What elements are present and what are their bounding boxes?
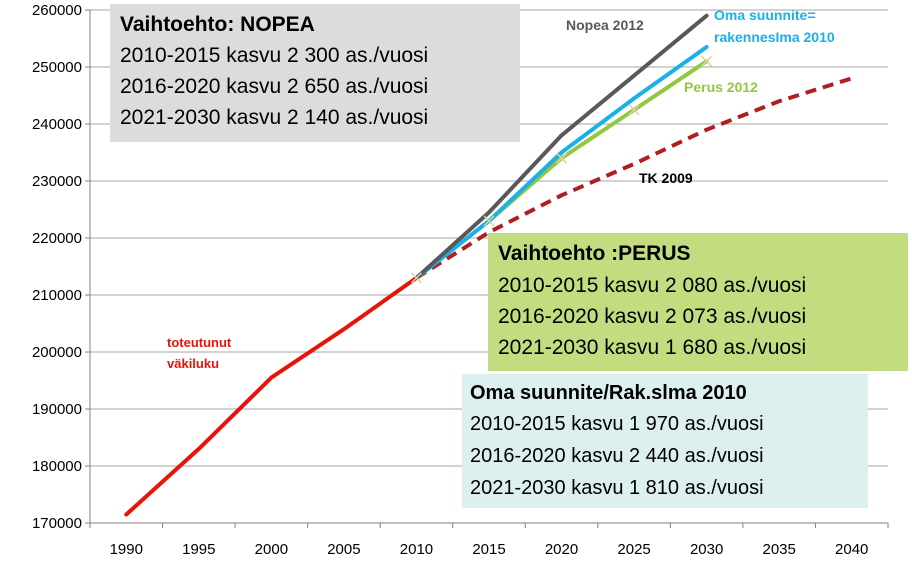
x-tick-label: 2015 [472, 541, 505, 558]
perus-box-line: 2021-2030 kasvu 1 680 as./vuosi [498, 336, 807, 359]
y-tick-label: 230000 [32, 173, 82, 190]
oma-box-line: 2016-2020 kasvu 2 440 as./vuosi [470, 445, 764, 467]
nopea-box-line: 2021-2030 kasvu 2 140 as./vuosi [120, 106, 429, 129]
series-line [124, 275, 419, 517]
x-tick-label: 1990 [110, 541, 143, 558]
perus-box-line: 2016-2020 kasvu 2 073 as./vuosi [498, 305, 807, 328]
series-label: Oma suunnite= [714, 7, 816, 23]
data-point-marker [628, 104, 640, 116]
y-tick-label: 250000 [32, 59, 82, 76]
y-tick-label: 260000 [32, 2, 82, 19]
y-tick-label: 210000 [32, 287, 82, 304]
oma-box-line: 2021-2030 kasvu 1 810 as./vuosi [470, 477, 764, 499]
y-tick-label: 240000 [32, 116, 82, 133]
series-label: rakennesIma 2010 [714, 29, 835, 45]
series-label: toteutunut [167, 335, 232, 350]
x-tick-label: 1995 [182, 541, 215, 558]
x-tick-label: 2020 [545, 541, 578, 558]
series-line [414, 13, 709, 280]
series-line [414, 45, 709, 280]
nopea-box-line: 2016-2020 kasvu 2 650 as./vuosi [120, 75, 429, 98]
series-markers [410, 55, 713, 284]
series-label: väkiluku [167, 356, 219, 371]
y-tick-label: 220000 [32, 230, 82, 247]
x-axis-ticks: 1990 1995 2000 2005 2010 2015 2020 2025 2030 2035… [110, 541, 869, 558]
y-tick-label: 170000 [32, 515, 82, 532]
x-tick-label: 2040 [835, 541, 868, 558]
x-tick-label: 2035 [762, 541, 795, 558]
x-tick-label: 2025 [617, 541, 650, 558]
y-axis-ticks: 170000 180000 190000 200000 210000 220000 2300… [32, 2, 82, 532]
perus-info-box: Vaihtoehto :PERUS 2010-2015 kasvu 2 080 … [488, 233, 908, 371]
perus-box-title: Vaihtoehto :PERUS [498, 242, 691, 265]
data-point-marker [483, 215, 495, 227]
oma-box-line: 2010-2015 kasvu 1 970 as./vuosi [470, 413, 764, 435]
x-tick-label: 2005 [327, 541, 360, 558]
series-label: TK 2009 [639, 170, 693, 186]
data-point-marker [410, 272, 422, 284]
nopea-box-line: 2010-2015 kasvu 2 300 as./vuosi [120, 44, 429, 67]
y-tick-label: 200000 [32, 344, 82, 361]
series-line [415, 76, 853, 280]
perus-box-line: 2010-2015 kasvu 2 080 as./vuosi [498, 274, 807, 297]
oma-info-box: Oma suunnite/Rak.slma 2010 2010-2015 kas… [462, 374, 868, 508]
data-point-marker [701, 55, 713, 67]
nopea-box-title: Vaihtoehto: NOPEA [120, 13, 315, 36]
x-tick-label: 2030 [690, 541, 723, 558]
nopea-info-box: Vaihtoehto: NOPEA 2010-2015 kasvu 2 300 … [110, 4, 520, 142]
series-label: Nopea 2012 [566, 17, 644, 33]
y-tick-label: 190000 [32, 401, 82, 418]
y-tick-label: 180000 [32, 458, 82, 475]
axes [85, 9, 889, 528]
oma-box-title: Oma suunnite/Rak.slma 2010 [470, 382, 747, 404]
x-tick-label: 2000 [255, 541, 288, 558]
series-label: Perus 2012 [684, 79, 758, 95]
data-point-marker [556, 152, 568, 164]
x-tick-label: 2010 [400, 541, 433, 558]
series-labels: Nopea 2012 Oma suunnite= rakennesIma 2010 P… [167, 7, 835, 371]
